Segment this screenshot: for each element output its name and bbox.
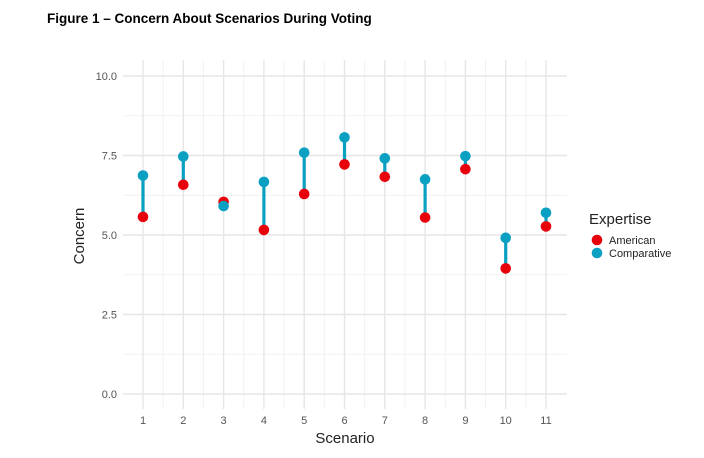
point-comparative-11	[540, 207, 552, 219]
points	[137, 132, 552, 274]
y-axis-label: Concern	[71, 208, 88, 265]
point-american-2	[178, 179, 189, 191]
x-tick-label: 9	[462, 415, 468, 427]
point-american-4	[258, 224, 270, 236]
y-tick-label: 7.5	[102, 151, 117, 163]
x-tick-label: 7	[382, 415, 388, 427]
point-comparative-4	[258, 176, 270, 188]
point-comparative-3	[218, 200, 229, 212]
point-american-5	[298, 188, 310, 200]
x-tick-label: 3	[221, 415, 227, 427]
major-gridlines	[123, 60, 567, 409]
x-axis-label: Scenario	[315, 430, 374, 447]
y-tick-label: 5.0	[102, 230, 117, 242]
x-tick-label: 11	[540, 415, 551, 427]
point-comparative-1	[137, 170, 149, 181]
point-american-11	[540, 221, 552, 232]
point-comparative-2	[178, 151, 189, 162]
legend-label-american: American	[609, 235, 655, 247]
x-tick-label: 6	[341, 415, 347, 427]
x-tick-label: 10	[500, 415, 512, 427]
y-tick-labels: 0.0 2.5 5.0 7.5 10.0	[96, 71, 117, 401]
x-tick-label: 4	[261, 415, 267, 427]
x-tick-label: 1	[140, 415, 146, 427]
chart-title: Figure 1 – Concern About Scenarios Durin…	[47, 11, 372, 26]
legend-key-american	[591, 234, 603, 246]
point-comparative-6	[339, 132, 350, 143]
x-tick-labels: 1 2 3 4 5 6 7 8 9 10 11	[140, 415, 552, 427]
y-tick-label: 10.0	[96, 71, 117, 83]
point-comparative-7	[379, 153, 391, 164]
point-american-9	[460, 163, 471, 175]
x-tick-label: 8	[422, 415, 428, 427]
y-tick-label: 2.5	[102, 310, 117, 322]
x-tick-label: 5	[301, 415, 307, 427]
legend-label-comparative: Comparative	[609, 248, 671, 260]
point-american-7	[379, 171, 391, 183]
point-american-6	[339, 159, 350, 170]
point-comparative-10	[500, 232, 512, 244]
point-comparative-9	[460, 150, 471, 162]
y-tick-label: 0.0	[102, 389, 117, 401]
legend-title: Expertise	[589, 211, 652, 228]
point-comparative-5	[298, 147, 310, 158]
x-tick-label: 2	[180, 415, 186, 427]
point-american-10	[500, 263, 512, 274]
point-comparative-8	[419, 174, 431, 185]
legend-key-comparative	[591, 247, 603, 259]
point-american-8	[419, 212, 431, 223]
point-american-1	[137, 211, 149, 223]
